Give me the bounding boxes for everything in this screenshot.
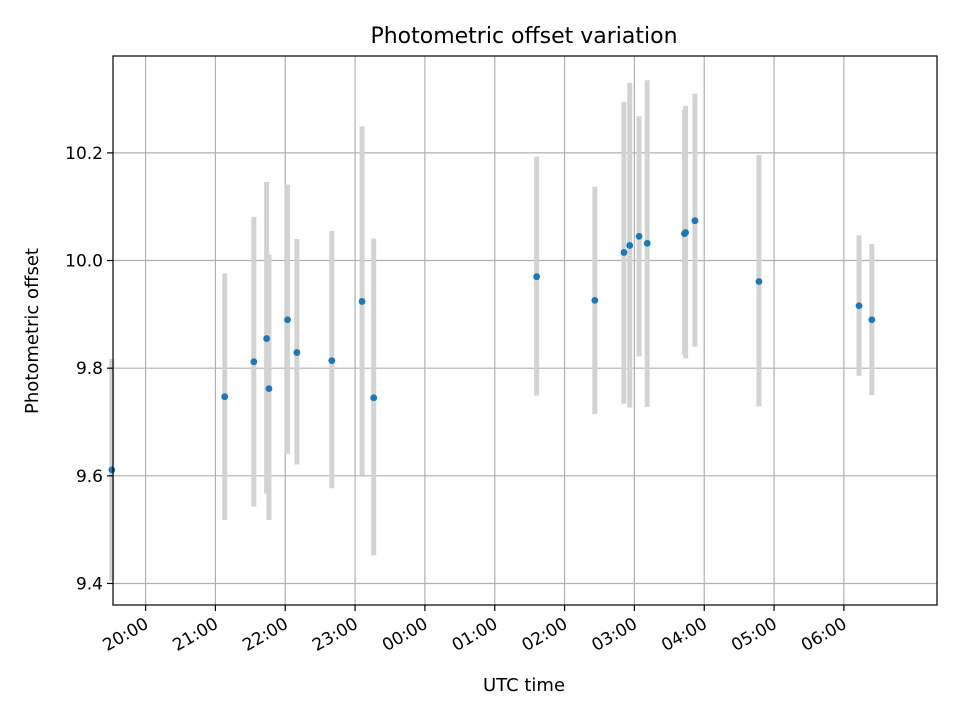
data-point: [358, 298, 366, 305]
data-point: [108, 466, 116, 474]
y-tick-label: 9.6: [76, 467, 103, 487]
data-point: [635, 232, 643, 240]
chart-title: Photometric offset variation: [370, 24, 677, 49]
y-tick-label: 10.2: [65, 144, 103, 164]
x-axis-label: UTC time: [483, 675, 565, 696]
y-tick-label: 9.4: [76, 574, 103, 594]
data-point: [682, 229, 690, 236]
data-point: [328, 357, 336, 365]
data-point: [221, 393, 229, 401]
data-point: [691, 217, 699, 225]
data-point: [855, 302, 863, 310]
y-tick-label: 9.8: [76, 359, 103, 379]
data-point: [868, 316, 876, 324]
data-point: [263, 335, 271, 342]
data-point: [626, 242, 634, 249]
data-point: [533, 273, 541, 281]
data-point: [755, 278, 763, 285]
data-point: [370, 394, 378, 402]
data-point: [643, 239, 651, 247]
plot-frame: [112, 55, 938, 606]
data-point: [265, 385, 273, 393]
y-axis-ticks: 9.4 9.6 9.8 10.0 10.2: [65, 144, 113, 594]
data-point: [293, 349, 301, 356]
grid: [113, 56, 937, 605]
y-tick-label: 10.0: [65, 252, 103, 272]
data-point: [250, 358, 258, 366]
data-point: [284, 316, 291, 324]
y-axis-label: Photometric offset: [22, 248, 43, 414]
data-point: [591, 296, 599, 304]
data-point: [620, 249, 628, 256]
